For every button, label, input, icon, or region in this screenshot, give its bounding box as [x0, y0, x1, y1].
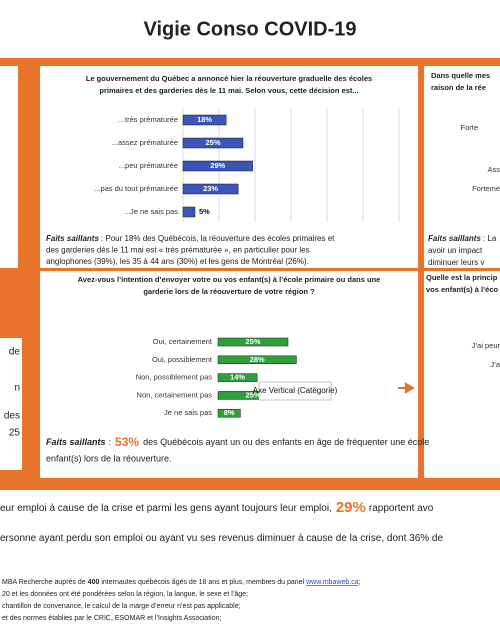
category-label: Forte	[460, 123, 478, 132]
note-highlight: 53%	[115, 435, 139, 449]
content: Le gouvernement du Québec a annoncé hier…	[0, 71, 500, 622]
panel-title: raison de la rée	[431, 83, 486, 92]
value-label: 5%	[199, 207, 210, 216]
arrow-icon	[398, 382, 416, 394]
category-label: Non, certainement pas	[137, 390, 213, 399]
category-label: Ass	[487, 165, 500, 174]
fragment-text: des	[4, 411, 20, 422]
value-label: 23%	[203, 184, 218, 193]
value-label: 25%	[245, 390, 260, 399]
note-line: avoir un impact	[428, 246, 483, 255]
footnote-part: 20 et les données ont été pondérées selo…	[2, 591, 248, 598]
bar	[182, 114, 227, 126]
category-label: Non, possiblement pas	[136, 373, 213, 382]
panel-title: vos enfant(s) à l’éco	[426, 285, 499, 294]
chart-title: Avez-vous l’intention d’envoyer votre ou…	[78, 275, 381, 284]
bar	[217, 337, 289, 347]
fragment-text: 25	[9, 428, 21, 439]
note-line: des garderies dès le 11 mai est « très p…	[46, 246, 310, 255]
chart-title: primaires et des garderies dès le 11 mai…	[99, 86, 358, 95]
body-text: eur emploi à cause de la crise et parmi …	[0, 499, 434, 516]
panel	[0, 338, 22, 470]
bar	[217, 355, 297, 365]
footnote-link: www.mbaweb.ca	[305, 579, 359, 586]
note-line: enfant(s) lors de la réouverture.	[46, 453, 172, 463]
note-line: diminuer leurs v	[428, 258, 484, 267]
note-text: Faits saillants: Pour 18% des Québécois,…	[46, 234, 335, 243]
chart-title: Le gouvernement du Québec a annoncé hier…	[86, 74, 372, 83]
footnote: 20 et les données ont été pondérées selo…	[2, 591, 248, 598]
panel-title: Dans quelle mes	[431, 71, 490, 80]
note-text: Faits saillants:53% des Québécois ayant u…	[46, 435, 429, 449]
note-label: Faits saillants	[46, 437, 106, 447]
category-label: ...très prématurée	[119, 115, 178, 124]
panel-title: Quelle est la princip	[426, 273, 498, 282]
note-label: Faits saillants	[46, 234, 99, 243]
value-label: 25%	[205, 138, 220, 147]
panel	[424, 271, 500, 478]
bar	[182, 160, 253, 172]
tooltip-box	[258, 381, 332, 401]
fragment-text: de	[9, 347, 21, 358]
category-label: Oui, certainement	[153, 337, 213, 346]
note-line: : Pour 18% des Québécois, la réouverture…	[101, 234, 335, 243]
body-part: rapportent avo	[369, 503, 434, 514]
value-label: 18%	[197, 115, 212, 124]
category-label: ...assez prématurée	[112, 138, 178, 147]
footnote-part: MBA Recherche auprès de	[2, 579, 86, 586]
footnote: chantillon de convenance, le calcul de l…	[2, 603, 241, 610]
body-part: eur emploi à cause de la crise et parmi …	[0, 503, 332, 514]
chart-title: garderie lors de la réouverture de votre…	[143, 287, 315, 296]
slide-title: Vigie Conso COVID-19	[143, 18, 356, 40]
body-part: ersonne ayant perdu son emploi ou ayant …	[0, 533, 443, 544]
note-line: anglophones (39%), les 35 à 44 ans (30%)…	[46, 257, 309, 266]
category-label: Je ne sais pas	[164, 408, 212, 417]
category-label: Oui, possiblement	[152, 355, 213, 364]
footnote-part: ;	[359, 579, 361, 586]
value-label: 25%	[245, 337, 260, 346]
footnote-part: chantillon de convenance, le calcul de l…	[2, 603, 241, 610]
value-label: 8%	[224, 408, 235, 417]
bar	[217, 408, 241, 418]
tooltip-text: Axe Vertical (Catégorie)	[253, 386, 338, 395]
footnote-bold: 400	[88, 579, 100, 586]
value-label: 29%	[210, 161, 225, 170]
value-label: 28%	[250, 355, 265, 364]
bar	[217, 373, 258, 382]
fragment-text: n	[14, 383, 20, 394]
value-label: 14%	[230, 373, 245, 382]
category-label: ...pas du tout prématurée	[94, 184, 178, 193]
body-highlight: 29%	[336, 499, 366, 516]
note-text: Faits saillants: La	[428, 234, 497, 243]
note-label: Faits saillants	[428, 234, 481, 243]
panel	[0, 66, 18, 268]
category-label: Forteme	[472, 184, 500, 193]
category-label: J’ai peur	[472, 341, 500, 350]
category-label: ...Je ne sais pas	[124, 207, 178, 216]
note-sep: :	[109, 437, 112, 447]
bar	[182, 137, 244, 149]
category-label: J’a	[490, 360, 500, 369]
body-text: ersonne ayant perdu son emploi ou ayant …	[0, 533, 443, 544]
footnote: et des normes établies par le CRIC, ESOM…	[2, 615, 221, 622]
footnote-part: et des normes établies par le CRIC, ESOM…	[2, 615, 221, 622]
bar	[182, 183, 239, 195]
note-line: : La	[483, 234, 497, 243]
panel	[424, 66, 500, 268]
footnote-part: internautes québécois âgés de 18 ans et …	[101, 579, 304, 586]
footnote: MBA Recherche auprès de 400 internautes qu…	[2, 579, 361, 586]
category-label: ...peu prématurée	[119, 161, 178, 170]
bar	[182, 206, 196, 218]
note-line: des Québécois ayant un ou des enfants en…	[143, 437, 429, 447]
